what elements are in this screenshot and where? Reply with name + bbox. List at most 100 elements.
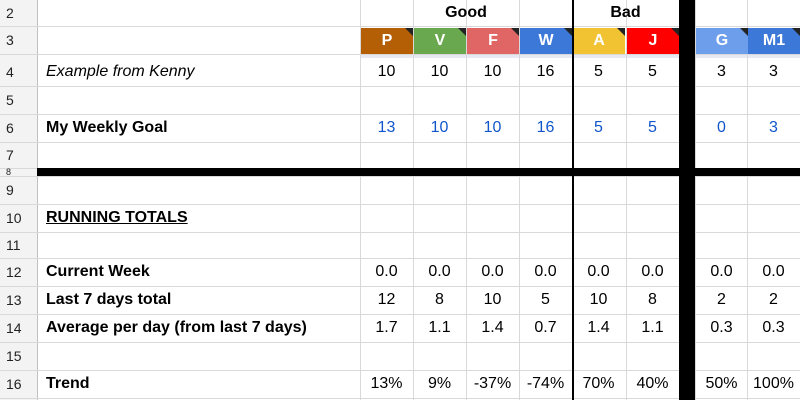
category-header-m1[interactable]: M1	[748, 28, 800, 54]
value-cell[interactable]: 0.0	[587, 263, 610, 280]
row-gridline	[0, 204, 800, 205]
value-cell[interactable]: 12	[377, 291, 396, 308]
value-cell[interactable]: 1.1	[641, 319, 664, 336]
value-cell[interactable]: 8	[435, 291, 444, 308]
value-cell[interactable]: 1.7	[375, 319, 398, 336]
value-cell[interactable]: 10	[483, 63, 502, 80]
category-letter: P	[381, 32, 393, 49]
category-header-f[interactable]: F	[467, 28, 519, 54]
row-number[interactable]: 11	[6, 237, 21, 253]
value-cell[interactable]: -37%	[473, 375, 512, 392]
row-number[interactable]: 13	[6, 292, 22, 308]
value-cell[interactable]: 5	[648, 63, 657, 80]
value-cell[interactable]: 70%	[582, 375, 615, 392]
value-cell[interactable]: 0.3	[762, 319, 785, 336]
value-cell[interactable]: 2	[769, 291, 778, 308]
column-gridline	[747, 0, 748, 400]
value-cell[interactable]: 100%	[753, 375, 794, 392]
value-cell[interactable]: 3	[769, 63, 778, 80]
value-cell[interactable]: 10	[430, 63, 449, 80]
value-cell[interactable]: 5	[648, 119, 657, 136]
value-cell[interactable]: 10	[430, 119, 449, 136]
value-cell[interactable]: 0.0	[710, 263, 733, 280]
row-number[interactable]: 15	[6, 348, 22, 364]
column-gridline	[626, 0, 627, 400]
row-label-running[interactable]: RUNNING TOTALS	[46, 209, 188, 226]
section-divider	[37, 168, 800, 176]
value-cell[interactable]: 10	[589, 291, 608, 308]
note-indicator-icon	[792, 28, 800, 36]
value-cell[interactable]: -74%	[526, 375, 565, 392]
value-cell[interactable]: 9%	[427, 375, 452, 392]
value-cell[interactable]: 5	[594, 119, 603, 136]
row-number[interactable]: 5	[6, 92, 14, 108]
row-number[interactable]: 7	[6, 147, 14, 163]
category-header-a[interactable]: A	[573, 28, 625, 54]
row-number[interactable]: 16	[6, 376, 22, 392]
value-cell[interactable]: 16	[536, 119, 555, 136]
row-number[interactable]: 3	[6, 32, 14, 48]
note-indicator-icon	[617, 28, 625, 36]
row-gridline	[0, 26, 800, 27]
column-gridline	[413, 0, 414, 400]
category-letter: M1	[762, 32, 786, 49]
value-cell[interactable]: 1.4	[481, 319, 504, 336]
value-cell[interactable]: 8	[648, 291, 657, 308]
row-label-trend[interactable]: Trend	[46, 375, 90, 392]
note-indicator-icon	[671, 28, 679, 36]
row-label-avg[interactable]: Average per day (from last 7 days)	[46, 319, 307, 336]
category-header-g[interactable]: G	[696, 28, 748, 54]
value-cell[interactable]: 5	[594, 63, 603, 80]
row-number[interactable]: 2	[6, 5, 14, 21]
value-cell[interactable]: 1.4	[587, 319, 610, 336]
value-cell[interactable]: 0.0	[428, 263, 451, 280]
value-cell[interactable]: 10	[483, 291, 502, 308]
row-label-last7[interactable]: Last 7 days total	[46, 291, 172, 308]
row-gridline	[0, 232, 800, 233]
row-gridline	[0, 314, 800, 315]
row-number-gutter	[0, 0, 38, 400]
value-cell[interactable]: 10	[377, 63, 396, 80]
value-cell[interactable]: 0.3	[710, 319, 733, 336]
value-cell[interactable]: 0.0	[641, 263, 664, 280]
value-cell[interactable]: 0	[717, 119, 726, 136]
value-cell[interactable]: 10	[483, 119, 502, 136]
row-number[interactable]: 14	[6, 320, 22, 336]
value-cell[interactable]: 0.0	[481, 263, 504, 280]
row-number[interactable]: 6	[6, 120, 14, 136]
row-number[interactable]: 10	[6, 210, 22, 226]
row-number[interactable]: 4	[6, 64, 14, 80]
value-cell[interactable]: 0.0	[762, 263, 785, 280]
row-gridline	[0, 342, 800, 343]
value-cell[interactable]: 0.0	[375, 263, 398, 280]
value-cell[interactable]: 5	[541, 291, 550, 308]
row-gridline	[0, 286, 800, 287]
value-cell[interactable]: 3	[717, 63, 726, 80]
value-cell[interactable]: 13	[377, 119, 396, 136]
category-letter: F	[488, 32, 498, 49]
row-label-goal[interactable]: My Weekly Goal	[46, 119, 168, 136]
note-indicator-icon	[458, 28, 466, 36]
value-cell[interactable]: 40%	[636, 375, 669, 392]
category-header-v[interactable]: V	[414, 28, 466, 54]
value-cell[interactable]: 2	[717, 291, 726, 308]
row-gridline	[0, 370, 800, 371]
row-number[interactable]: 12	[6, 264, 22, 280]
column-gridline	[519, 0, 520, 400]
category-header-p[interactable]: P	[361, 28, 413, 54]
row-number[interactable]: 8	[6, 167, 12, 177]
row-number[interactable]: 9	[6, 182, 14, 198]
value-cell[interactable]: 13%	[370, 375, 403, 392]
category-letter: G	[715, 32, 729, 49]
row-label-example[interactable]: Example from Kenny	[46, 63, 195, 80]
note-indicator-icon	[405, 28, 413, 36]
value-cell[interactable]: 0.7	[534, 319, 557, 336]
value-cell[interactable]: 1.1	[428, 319, 451, 336]
row-label-current[interactable]: Current Week	[46, 263, 150, 280]
value-cell[interactable]: 0.0	[534, 263, 557, 280]
category-header-w[interactable]: W	[520, 28, 572, 54]
value-cell[interactable]: 16	[536, 63, 555, 80]
category-header-j[interactable]: J	[627, 28, 679, 54]
value-cell[interactable]: 3	[769, 119, 778, 136]
value-cell[interactable]: 50%	[705, 375, 738, 392]
